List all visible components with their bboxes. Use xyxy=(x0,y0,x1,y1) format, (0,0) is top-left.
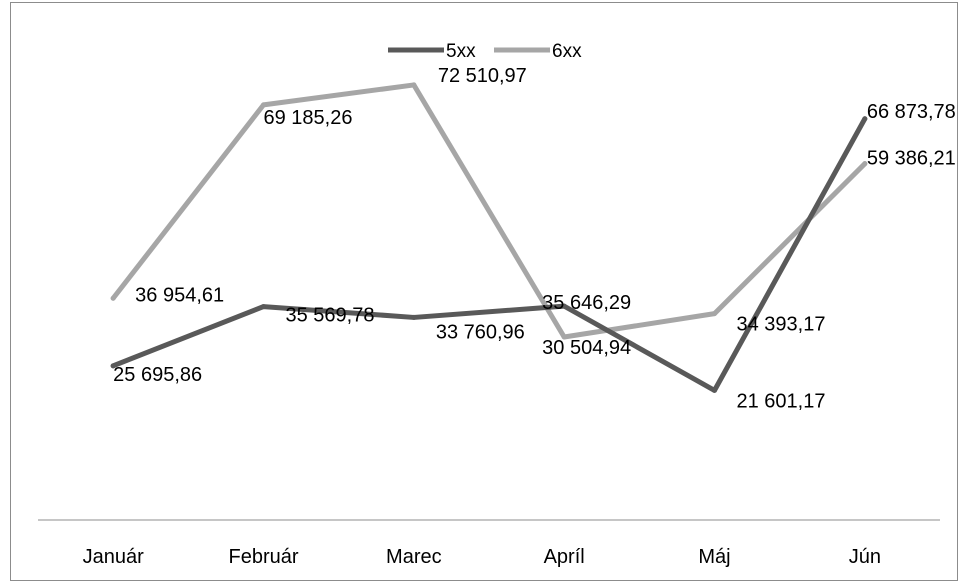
data-point-6xx-4 xyxy=(712,311,717,317)
data-point-6xx-3 xyxy=(561,334,567,340)
x-tick-label: Jún xyxy=(849,546,881,568)
series-line-6xx xyxy=(110,82,868,340)
x-tick-label: Apríl xyxy=(544,546,585,568)
x-tick-label: Január xyxy=(83,546,144,568)
data-point-5xx-1 xyxy=(261,304,266,310)
x-tick-label: Marec xyxy=(386,546,442,568)
x-tick-label: Máj xyxy=(698,546,730,568)
data-point-5xx-0 xyxy=(110,363,116,369)
data-label-5xx-4: 21 601,17 xyxy=(737,390,826,412)
data-point-6xx-1 xyxy=(261,102,266,108)
data-label-5xx-1: 35 569,78 xyxy=(286,305,375,327)
data-label-6xx-1: 69 185,26 xyxy=(264,107,353,129)
data-label-6xx-0: 36 954,61 xyxy=(135,284,224,306)
data-label-5xx-0: 25 695,86 xyxy=(113,364,202,386)
data-point-6xx-0 xyxy=(110,295,116,301)
legend: 5xx 6xx xyxy=(388,41,582,62)
data-label-6xx-2: 72 510,97 xyxy=(438,65,527,87)
x-tick-label: Február xyxy=(228,546,298,568)
data-label-6xx-5: 59 386,21 xyxy=(867,148,956,170)
data-label-6xx-3: 30 504,94 xyxy=(542,337,631,359)
data-point-5xx-4 xyxy=(712,387,717,393)
data-point-6xx-5 xyxy=(862,161,868,167)
data-label-5xx-5: 66 873,78 xyxy=(867,101,956,123)
series-line-5xx xyxy=(110,116,868,393)
data-label-5xx-3: 35 646,29 xyxy=(542,292,631,314)
legend-label-6xx: 6xx xyxy=(552,41,582,62)
data-point-6xx-2 xyxy=(411,82,417,88)
data-point-5xx-3 xyxy=(561,303,567,309)
data-label-6xx-4: 34 393,17 xyxy=(737,314,826,336)
data-point-5xx-2 xyxy=(411,314,417,320)
data-point-5xx-5 xyxy=(862,116,868,122)
legend-label-5xx: 5xx xyxy=(446,41,476,62)
data-label-5xx-2: 33 760,96 xyxy=(436,321,525,343)
chart-area xyxy=(10,2,958,581)
